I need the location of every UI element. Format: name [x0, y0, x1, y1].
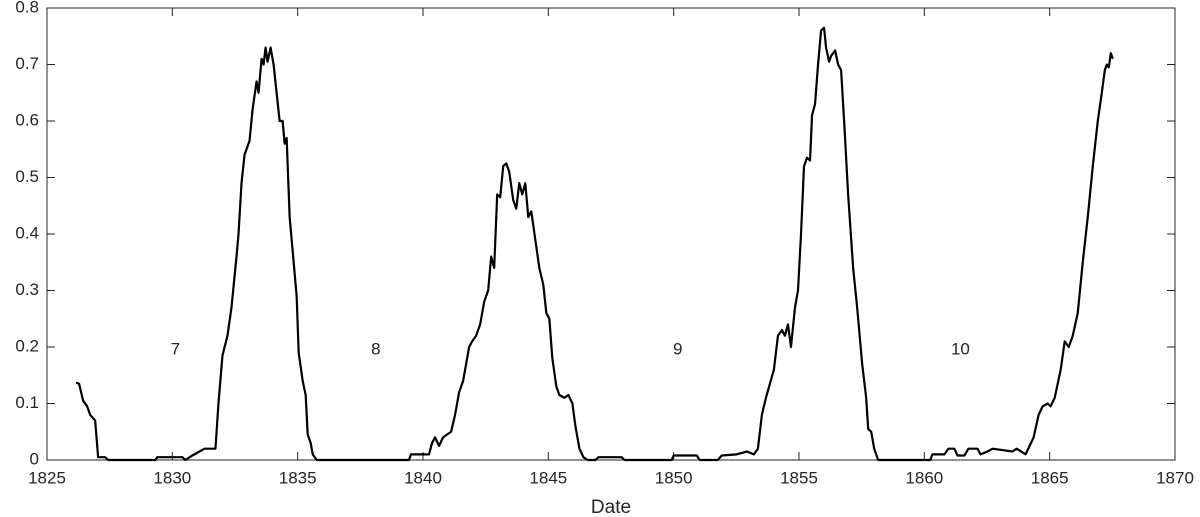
- y-tick-label: 0.1: [15, 393, 39, 412]
- x-tick-label: 1860: [905, 468, 943, 487]
- cycle-annotation: 8: [371, 339, 380, 358]
- y-tick-label: 0.3: [15, 280, 39, 299]
- y-tick-label: 0: [30, 449, 39, 468]
- x-tick-label: 1835: [279, 468, 317, 487]
- x-tick-label: 1865: [1031, 468, 1069, 487]
- cycle-annotation: 7: [171, 339, 180, 358]
- x-tick-label: 1830: [153, 468, 191, 487]
- data-line: [75, 26, 1114, 462]
- cycle-annotation: 10: [951, 339, 970, 358]
- x-tick-label: 1855: [780, 468, 818, 487]
- y-tick-label: 0.7: [15, 54, 39, 73]
- x-tick-label: 1870: [1156, 468, 1194, 487]
- y-tick-label: 0.5: [15, 167, 39, 186]
- y-tick-label: 0.6: [15, 110, 39, 129]
- x-tick-label: 1825: [28, 468, 66, 487]
- x-tick-label: 1850: [655, 468, 693, 487]
- x-tick-label: 1840: [404, 468, 442, 487]
- y-tick-label: 0.4: [15, 223, 39, 242]
- x-axis-label: Date: [591, 497, 631, 517]
- cycle-annotation: 9: [673, 339, 682, 358]
- y-tick-label: 0.8: [15, 0, 39, 16]
- plot-frame: [46, 7, 1176, 461]
- y-tick-label: 0.2: [15, 336, 39, 355]
- x-tick-label: 1845: [529, 468, 567, 487]
